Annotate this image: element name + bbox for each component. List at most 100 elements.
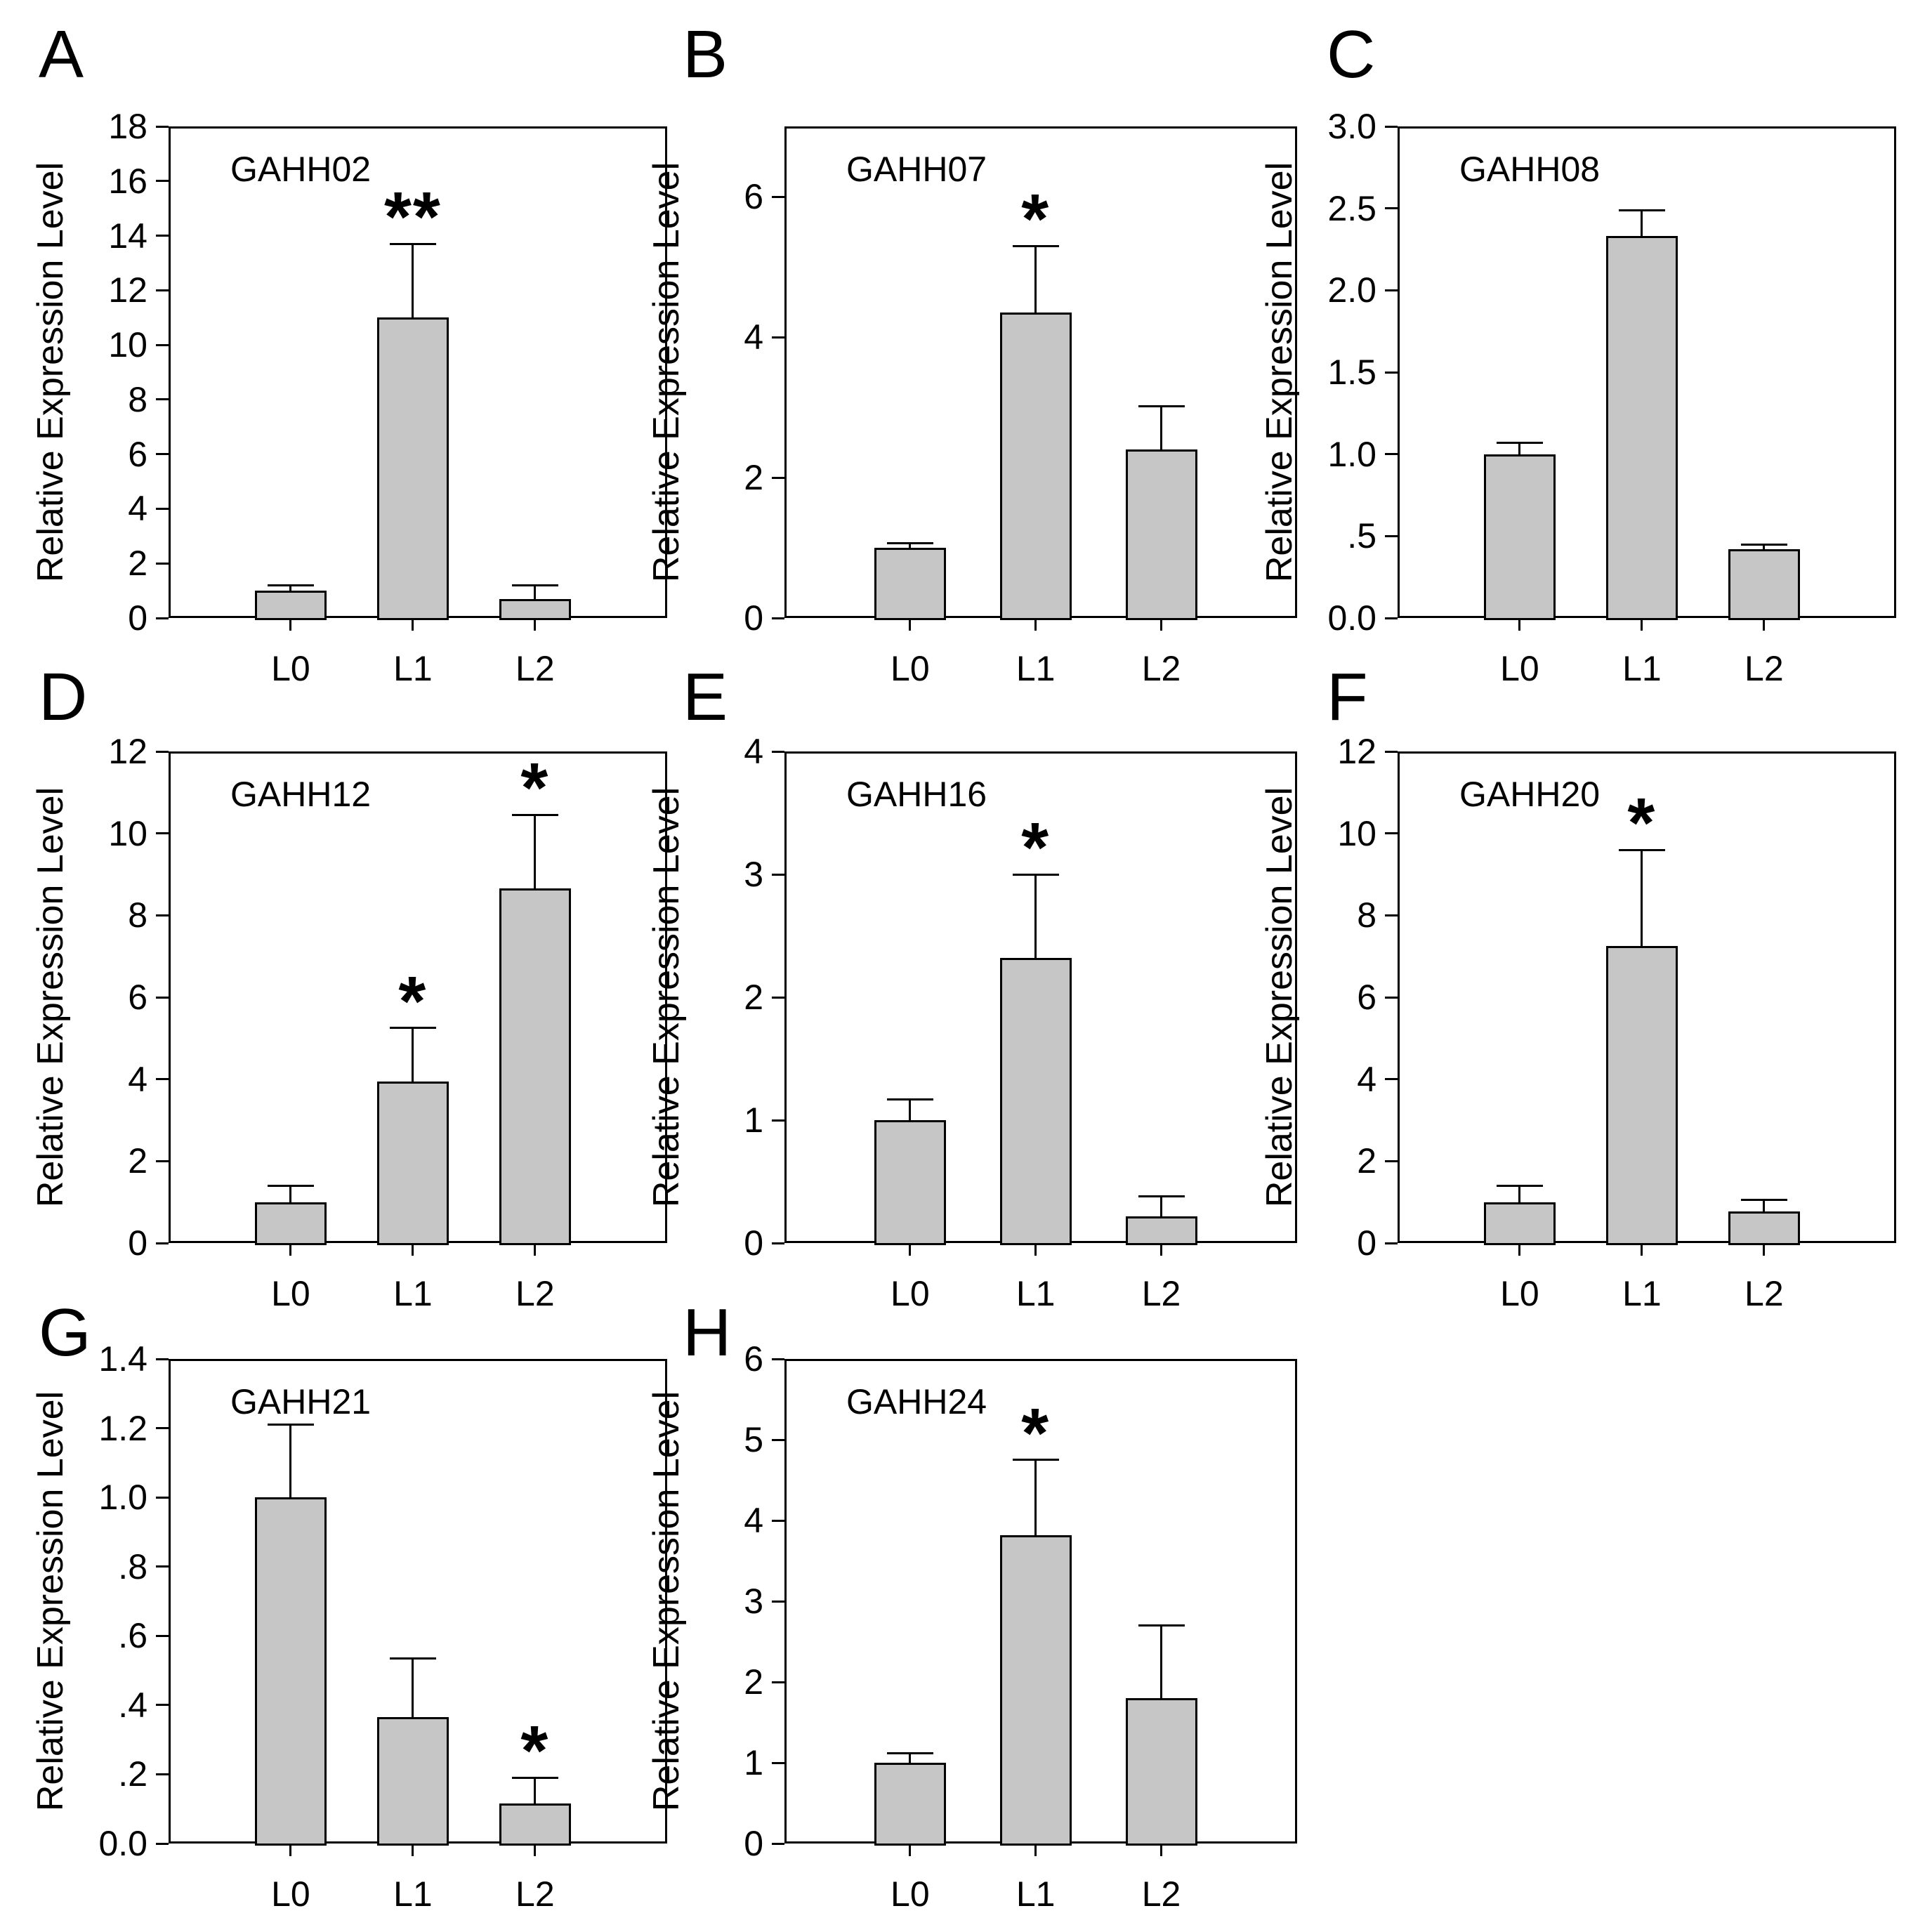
error-bar-line bbox=[1034, 1459, 1037, 1535]
x-tick-label: L2 bbox=[1141, 1274, 1181, 1313]
error-bar-line bbox=[534, 1777, 537, 1804]
y-axis-title-H: Relative Expression Level bbox=[646, 1391, 687, 1812]
error-bar-cap bbox=[389, 1027, 436, 1030]
y-axis-title-C: Relative Expression Level bbox=[1259, 162, 1300, 583]
y-tick-label: 1.2 bbox=[98, 1408, 147, 1448]
y-tick-mark bbox=[772, 336, 784, 339]
y-tick-mark bbox=[156, 1634, 169, 1637]
gene-label-E: GAHH16 bbox=[846, 775, 987, 814]
bar-E-L1 bbox=[999, 958, 1072, 1245]
y-tick-mark bbox=[156, 1078, 169, 1081]
error-bar-cap bbox=[1618, 848, 1665, 851]
y-tick-label: 6 bbox=[744, 177, 763, 216]
error-bar-line bbox=[1763, 544, 1766, 549]
y-tick-mark bbox=[772, 1519, 784, 1522]
y-tick-mark bbox=[156, 453, 169, 456]
y-tick-mark bbox=[1385, 289, 1398, 291]
y-tick-mark bbox=[1385, 207, 1398, 210]
error-bar-cap bbox=[886, 1752, 933, 1754]
error-bar-line bbox=[534, 815, 537, 889]
bar-G-L1 bbox=[376, 1717, 449, 1846]
y-tick-label: .4 bbox=[118, 1685, 147, 1725]
y-tick-label: .5 bbox=[1347, 516, 1376, 556]
y-tick-mark bbox=[156, 125, 169, 128]
y-tick-mark bbox=[156, 1496, 169, 1499]
y-tick-label: 16 bbox=[108, 161, 147, 201]
y-axis-title-B: Relative Expression Level bbox=[646, 162, 687, 583]
error-bar-cap bbox=[1496, 1184, 1543, 1187]
x-tick-mark bbox=[909, 1844, 912, 1856]
y-axis-title-D: Relative Expression Level bbox=[30, 787, 71, 1208]
error-bar-line bbox=[1641, 850, 1643, 947]
error-bar-line bbox=[909, 543, 912, 548]
x-tick-label: L2 bbox=[515, 1874, 555, 1914]
x-tick-mark bbox=[412, 1844, 414, 1856]
gene-label-G: GAHH21 bbox=[230, 1382, 372, 1421]
y-tick-label: 6 bbox=[128, 434, 147, 474]
y-tick-label: 2 bbox=[128, 544, 147, 584]
error-bar-cap bbox=[389, 242, 436, 245]
bar-H-L0 bbox=[874, 1763, 946, 1846]
y-tick-label: 8 bbox=[128, 379, 147, 419]
y-tick-label: 0 bbox=[1357, 1223, 1376, 1263]
y-tick-mark bbox=[1385, 453, 1398, 456]
x-tick-mark bbox=[909, 618, 912, 631]
x-tick-label: L1 bbox=[393, 1274, 433, 1313]
y-tick-mark bbox=[1385, 1078, 1398, 1081]
y-tick-label: 0 bbox=[744, 598, 763, 638]
y-tick-label: 3 bbox=[744, 1582, 763, 1621]
bar-E-L2 bbox=[1125, 1216, 1197, 1245]
x-tick-label: L2 bbox=[515, 649, 555, 688]
y-tick-mark bbox=[156, 289, 169, 291]
y-tick-mark bbox=[772, 195, 784, 198]
x-tick-mark bbox=[534, 1844, 537, 1856]
y-axis-title-A: Relative Expression Level bbox=[30, 162, 71, 583]
y-tick-label: 0 bbox=[744, 1223, 763, 1263]
y-tick-label: 6 bbox=[1357, 978, 1376, 1017]
y-tick-mark bbox=[1385, 617, 1398, 619]
y-tick-label: 6 bbox=[744, 1339, 763, 1379]
bar-D-L1 bbox=[376, 1081, 449, 1245]
x-tick-mark bbox=[1641, 1243, 1643, 1256]
x-tick-mark bbox=[1034, 618, 1037, 631]
y-tick-label: 1.5 bbox=[1327, 353, 1376, 392]
y-tick-mark bbox=[1385, 1242, 1398, 1244]
x-tick-label: L1 bbox=[1016, 1274, 1056, 1313]
y-tick-mark bbox=[772, 476, 784, 479]
x-tick-mark bbox=[412, 1243, 414, 1256]
significance-star: * bbox=[520, 1711, 550, 1791]
x-tick-mark bbox=[289, 618, 292, 631]
y-tick-label: .2 bbox=[118, 1754, 147, 1794]
error-bar-cap bbox=[1618, 209, 1665, 211]
y-tick-mark bbox=[156, 1358, 169, 1360]
x-tick-label: L2 bbox=[1141, 1874, 1181, 1914]
y-tick-label: 3 bbox=[744, 855, 763, 894]
bar-A-L2 bbox=[499, 598, 571, 620]
y-tick-label: 0.0 bbox=[1327, 598, 1376, 638]
x-tick-label: L1 bbox=[393, 649, 433, 688]
y-tick-label: 0 bbox=[128, 598, 147, 638]
error-bar-cap bbox=[511, 1776, 558, 1779]
y-tick-mark bbox=[156, 617, 169, 619]
y-tick-mark bbox=[156, 1842, 169, 1845]
x-tick-label: L0 bbox=[891, 1274, 930, 1313]
error-bar-line bbox=[1763, 1200, 1766, 1211]
y-tick-label: 2 bbox=[128, 1141, 147, 1181]
bar-B-L2 bbox=[1125, 449, 1197, 620]
panel-letter-B: B bbox=[683, 17, 728, 92]
error-bar-cap bbox=[1012, 873, 1059, 876]
error-bar-line bbox=[1160, 1196, 1163, 1216]
error-bar-line bbox=[1518, 1185, 1521, 1202]
bar-G-L0 bbox=[254, 1497, 327, 1846]
panel-letter-D: D bbox=[39, 659, 88, 735]
y-tick-mark bbox=[1385, 125, 1398, 128]
error-bar-cap bbox=[511, 584, 558, 586]
gene-label-F: GAHH20 bbox=[1459, 775, 1601, 814]
bar-E-L0 bbox=[874, 1120, 946, 1245]
panel-letter-H: H bbox=[683, 1295, 732, 1370]
y-tick-label: 0 bbox=[744, 1824, 763, 1863]
y-tick-label: 2 bbox=[744, 1662, 763, 1702]
x-tick-label: L1 bbox=[1622, 1274, 1662, 1313]
bar-H-L2 bbox=[1125, 1698, 1197, 1846]
